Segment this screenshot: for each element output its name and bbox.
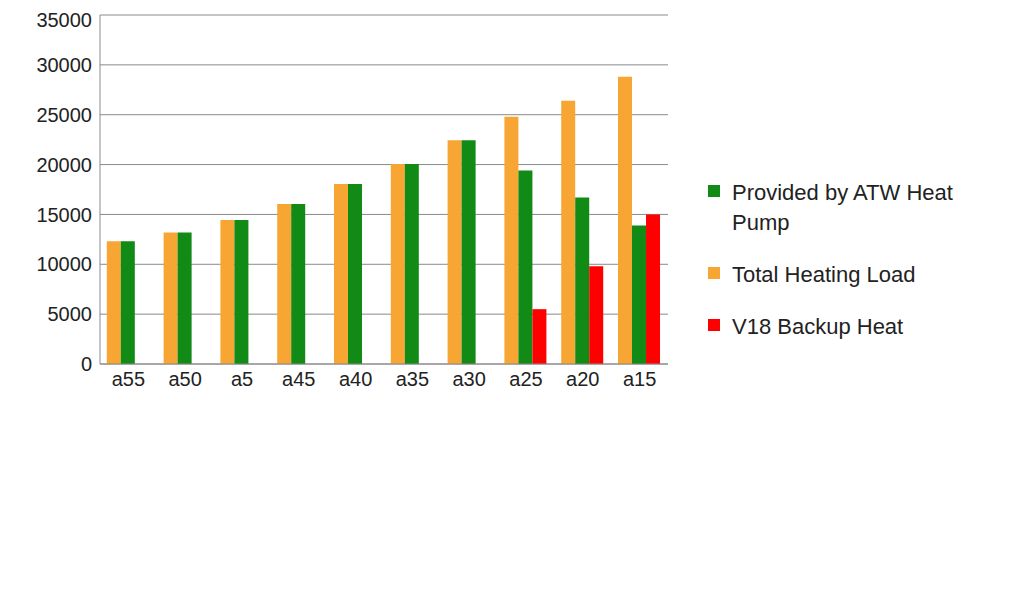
html-text:Provided by ATW Heat Pump: Provided by ATW Heat Pump bbox=[732, 180, 953, 235]
svg-text:5000: 5000 bbox=[48, 303, 93, 325]
svg-text:a55: a55 bbox=[112, 368, 145, 390]
svg-text:a35: a35 bbox=[396, 368, 429, 390]
svg-text:a5: a5 bbox=[231, 368, 253, 390]
svg-text:a50: a50 bbox=[169, 368, 202, 390]
html-text:V18 Backup Heat: V18 Backup Heat bbox=[732, 314, 904, 339]
svg-text:a25: a25 bbox=[509, 368, 542, 390]
svg-text:a40: a40 bbox=[339, 368, 372, 390]
svg-text:0: 0 bbox=[81, 353, 92, 375]
svg-text:35000: 35000 bbox=[36, 9, 92, 31]
svg-text:20000: 20000 bbox=[36, 154, 92, 176]
svg-text:a15: a15 bbox=[623, 368, 656, 390]
svg-text:a30: a30 bbox=[453, 368, 486, 390]
svg-text:a45: a45 bbox=[282, 368, 315, 390]
svg-text:15000: 15000 bbox=[36, 204, 92, 226]
svg-text:10000: 10000 bbox=[36, 253, 92, 275]
html-text:Total Heating Load: Total Heating Load bbox=[732, 262, 916, 287]
svg-text:25000: 25000 bbox=[36, 104, 92, 126]
svg-text:a20: a20 bbox=[566, 368, 599, 390]
svg-text:30000: 30000 bbox=[36, 54, 92, 76]
